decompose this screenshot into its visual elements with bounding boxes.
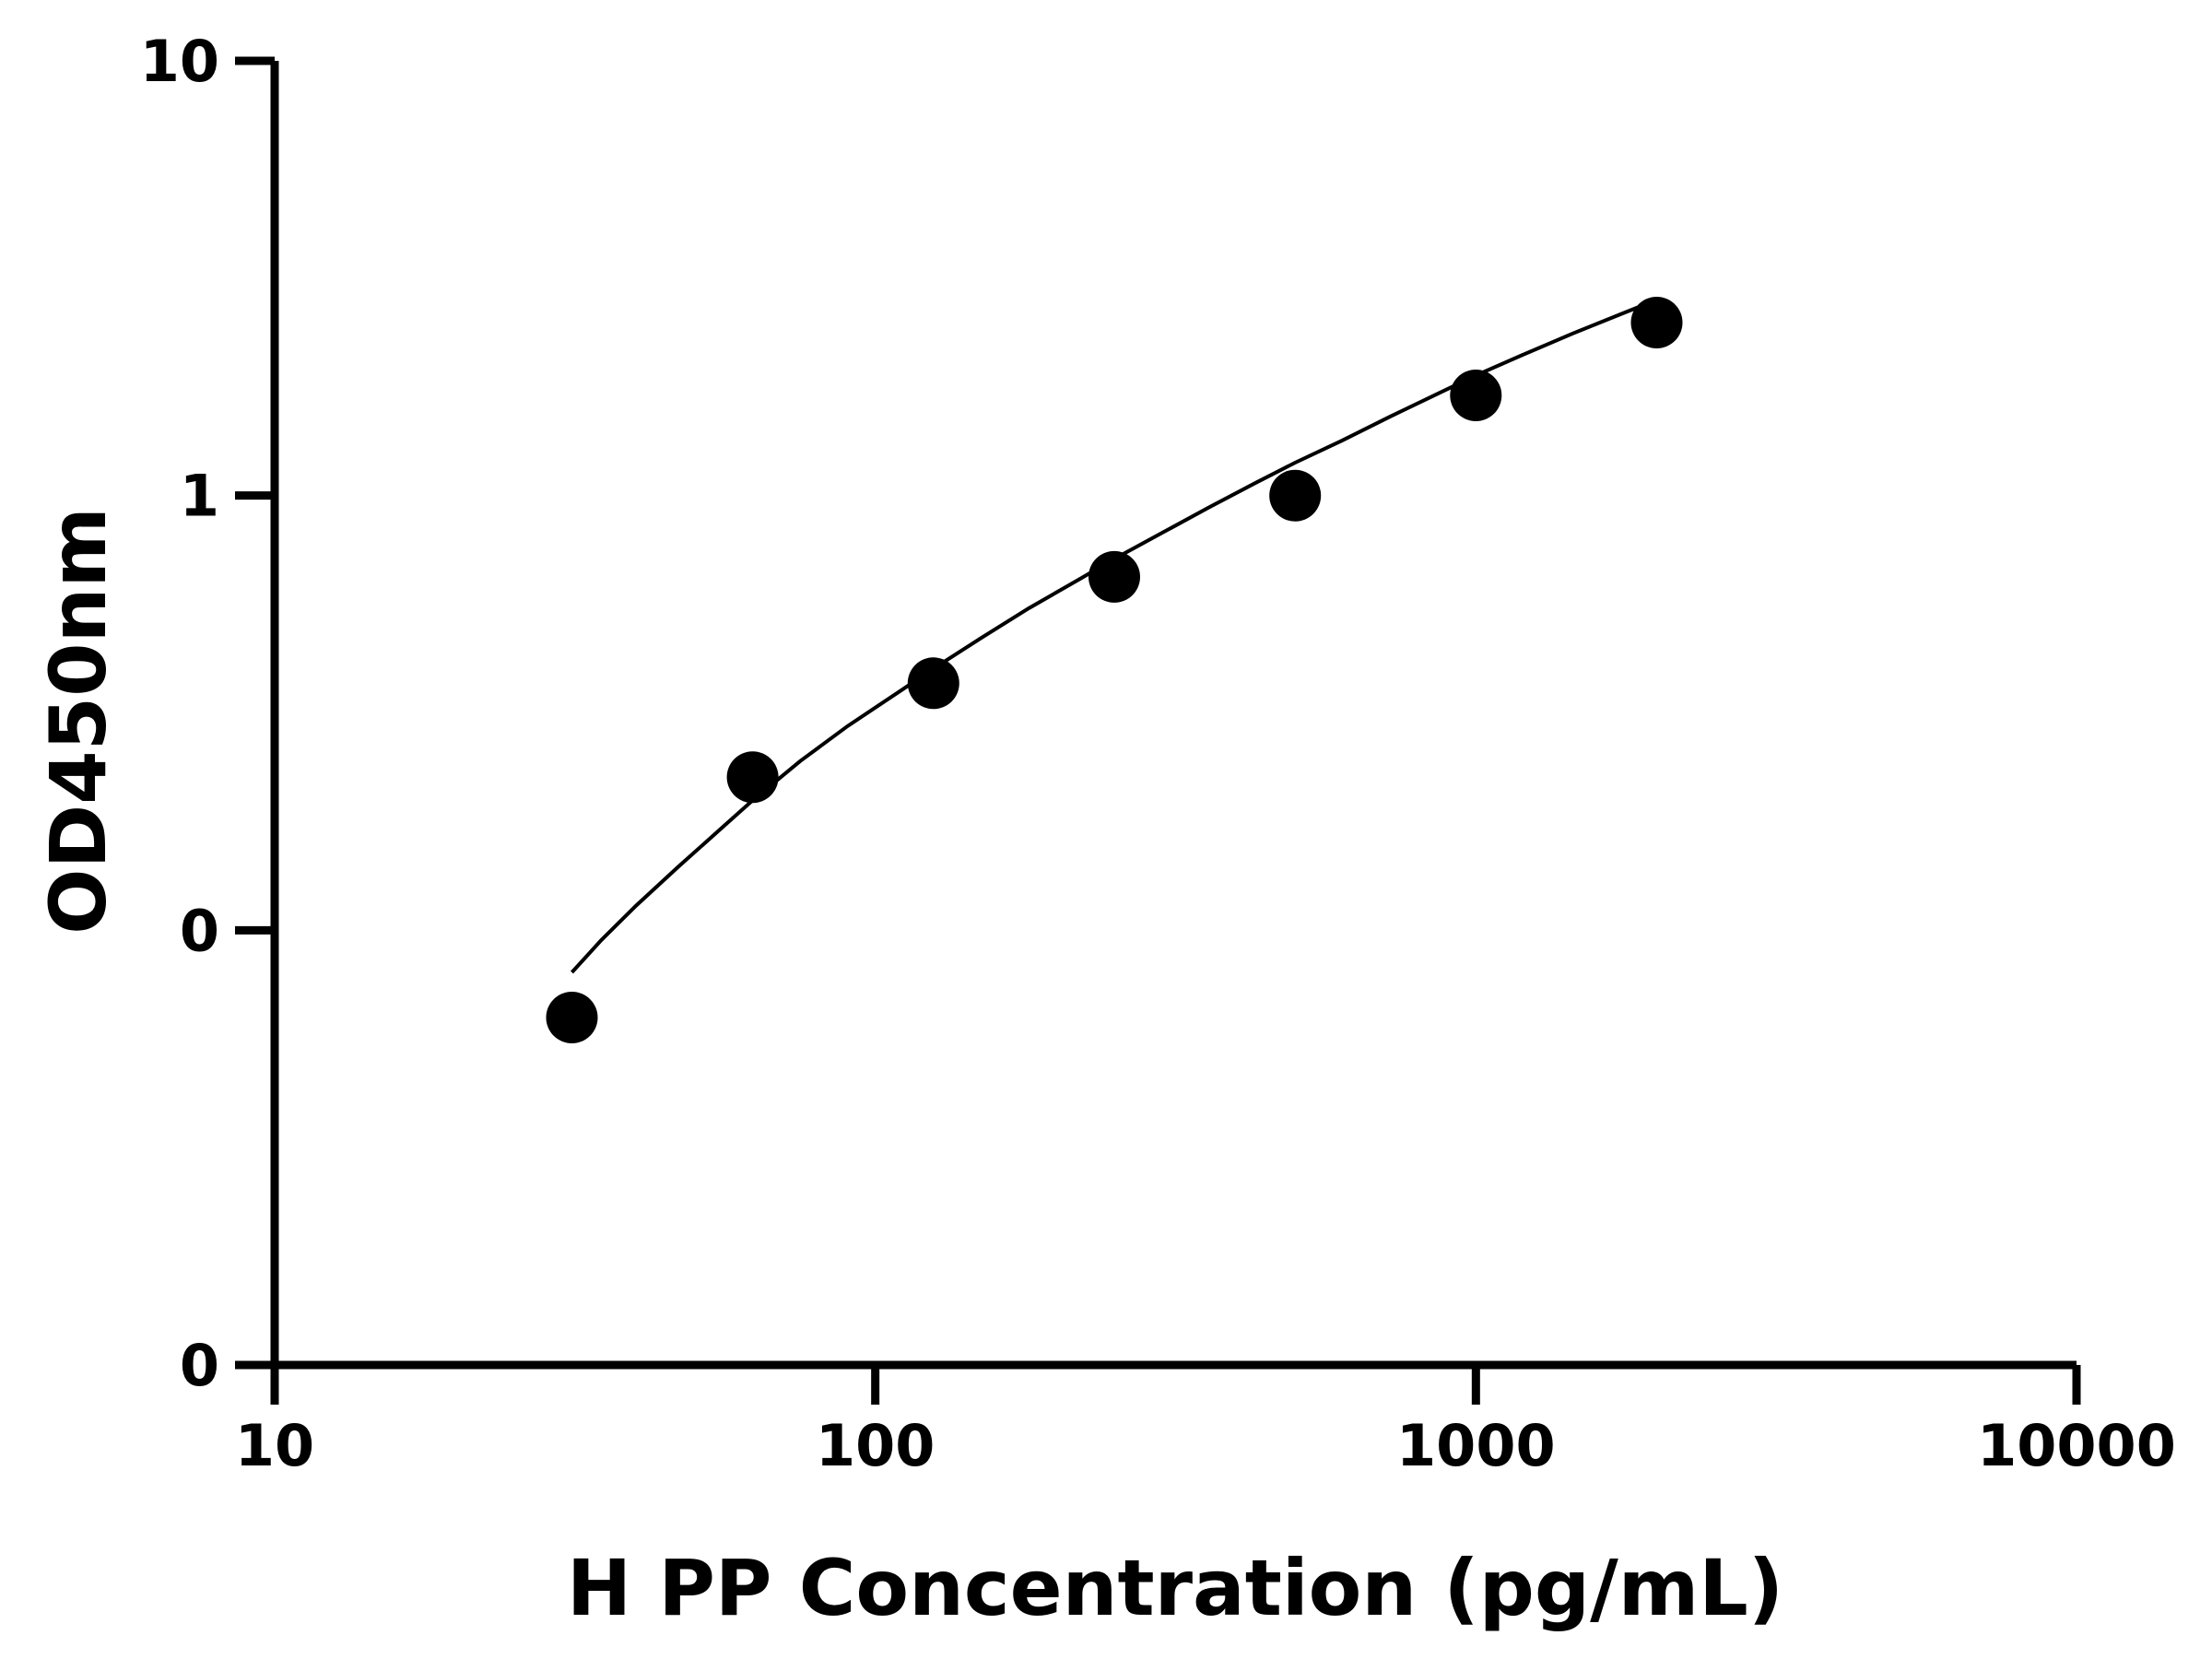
data-point (726, 751, 779, 804)
data-point (546, 992, 598, 1043)
y-axis-title: OD450nm (33, 507, 124, 935)
y-tick-label: 10 (140, 28, 219, 95)
x-tick-label: 10 (235, 1412, 314, 1479)
data-point (1269, 469, 1322, 522)
y-tick-label: 0 (180, 1332, 219, 1399)
data-point (1630, 297, 1683, 348)
x-tick-label: 1000 (1396, 1412, 1556, 1479)
x-axis-title: H PP Concentration (pg/mL) (567, 1543, 1783, 1633)
y-tick-label: 1 (180, 463, 219, 530)
x-tick-label: 10000 (1977, 1412, 2176, 1479)
data-point (907, 657, 959, 710)
data-point (1450, 370, 1502, 421)
data-points-layer (546, 297, 1683, 1043)
y-tick-label: 0 (180, 897, 219, 964)
axes-layer (235, 61, 2077, 1370)
data-point (1088, 550, 1140, 603)
x-tick-label: 100 (816, 1412, 935, 1479)
